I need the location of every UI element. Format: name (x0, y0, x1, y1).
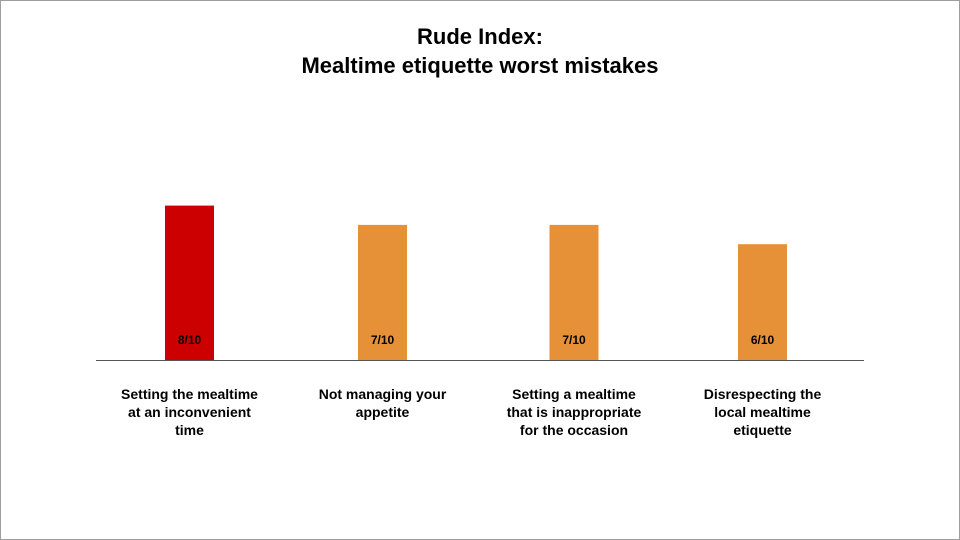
data-label: 7/10 (562, 333, 586, 347)
bar (738, 244, 787, 360)
data-label: 7/10 (371, 333, 395, 347)
category-label: Setting the mealtime at an inconvenient … (121, 386, 258, 438)
category-label: Disrespecting the local mealtime etiquet… (703, 386, 822, 438)
bar (358, 224, 407, 360)
title-line: Rude Index: (417, 24, 543, 49)
data-label: 8/10 (178, 333, 202, 347)
bar (165, 205, 214, 360)
subtitle-line: Mealtime etiquette worst mistakes (301, 53, 659, 78)
category-label: Setting a mealtime that is inappropriate… (506, 386, 642, 438)
chart-title: Rude Index: Mealtime etiquette worst mis… (0, 22, 960, 80)
category-label: Not managing your appetite (318, 386, 447, 420)
bar (549, 224, 599, 360)
data-label: 6/10 (751, 333, 775, 347)
